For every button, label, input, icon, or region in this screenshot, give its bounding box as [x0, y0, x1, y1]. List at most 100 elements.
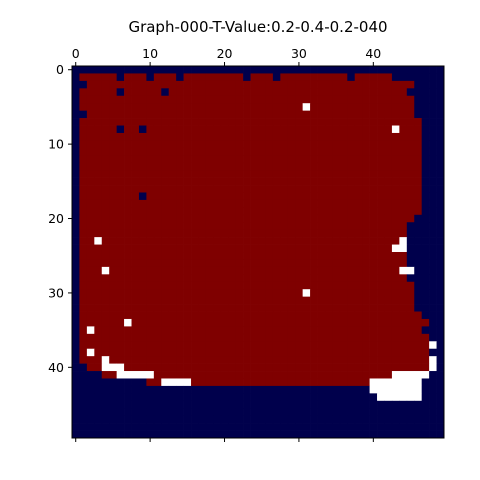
heatmap-cell	[421, 408, 430, 417]
heatmap-cell	[138, 214, 147, 223]
heatmap-cell	[146, 259, 155, 268]
heatmap-cell	[302, 185, 311, 193]
heatmap-cell	[161, 430, 170, 439]
heatmap-cell	[332, 363, 341, 372]
heatmap-cell	[168, 415, 177, 424]
heatmap-cell	[347, 363, 356, 372]
heatmap-cell	[258, 125, 266, 134]
heatmap-cell	[347, 155, 356, 164]
heatmap-cell	[362, 155, 370, 164]
heatmap-cell	[146, 103, 155, 111]
heatmap-cell	[94, 155, 103, 164]
heatmap-cell	[124, 118, 132, 126]
heatmap-cell	[153, 252, 162, 260]
heatmap-cell	[168, 222, 177, 231]
heatmap-cell	[347, 73, 356, 82]
heatmap-cell	[317, 296, 326, 305]
heatmap-cell	[94, 281, 103, 290]
heatmap-cell	[138, 289, 147, 297]
heatmap-cell	[272, 132, 281, 141]
heatmap-cell	[377, 341, 385, 350]
heatmap-cell	[138, 110, 147, 119]
heatmap-cell	[109, 400, 117, 409]
heatmap-cell	[272, 155, 281, 164]
heatmap-cell	[280, 423, 289, 431]
heatmap-cell	[138, 237, 147, 245]
heatmap-cell	[183, 66, 192, 74]
heatmap-cell	[176, 229, 184, 238]
heatmap-cell	[406, 318, 415, 327]
heatmap-cell	[347, 177, 356, 186]
heatmap-cell	[101, 363, 110, 372]
heatmap-cell	[228, 311, 237, 320]
x-tick-label: 30	[291, 46, 307, 61]
heatmap-cell	[302, 237, 311, 245]
heatmap-cell	[317, 199, 326, 208]
heatmap-cell	[243, 296, 251, 305]
heatmap-cell	[287, 88, 296, 97]
heatmap-cell	[101, 237, 110, 245]
heatmap-cell	[399, 259, 408, 268]
heatmap-cell	[369, 318, 378, 327]
heatmap-cell	[354, 80, 363, 89]
heatmap-cell	[146, 73, 155, 82]
heatmap-cell	[131, 341, 140, 350]
heatmap-cell	[228, 73, 237, 82]
heatmap-cell	[138, 162, 147, 171]
heatmap-cell	[399, 296, 408, 305]
heatmap-cell	[369, 207, 378, 216]
heatmap-cell	[421, 400, 430, 409]
heatmap-cell	[205, 229, 214, 238]
heatmap-cell	[153, 348, 162, 357]
heatmap-cell	[295, 162, 303, 171]
heatmap-cell	[235, 341, 244, 350]
heatmap-cell	[362, 199, 370, 208]
heatmap-cell	[235, 207, 244, 216]
heatmap-cell	[153, 222, 162, 231]
heatmap-cell	[138, 125, 147, 134]
heatmap-cell	[250, 259, 259, 268]
heatmap-cell	[391, 170, 400, 178]
heatmap-cell	[86, 192, 95, 201]
heatmap-cell	[109, 304, 117, 312]
heatmap-cell	[354, 281, 363, 290]
heatmap-cell	[258, 281, 266, 290]
heatmap-cell	[421, 88, 430, 97]
heatmap-cell	[94, 423, 103, 431]
heatmap-cell	[429, 222, 437, 231]
heatmap-cell	[421, 222, 430, 231]
heatmap-cell	[220, 177, 229, 186]
heatmap-cell	[436, 132, 445, 141]
heatmap-cell	[131, 356, 140, 364]
heatmap-cell	[124, 222, 132, 231]
heatmap-cell	[421, 103, 430, 111]
heatmap-cell	[310, 430, 318, 439]
heatmap-cell	[124, 80, 132, 89]
heatmap-cell	[354, 125, 363, 134]
heatmap-cell	[384, 177, 393, 186]
heatmap-cell	[421, 385, 430, 394]
heatmap-cell	[86, 214, 95, 223]
heatmap-cell	[94, 88, 103, 97]
heatmap-cell	[131, 199, 140, 208]
heatmap-cell	[205, 400, 214, 409]
heatmap-cell	[391, 274, 400, 283]
heatmap-cell	[72, 185, 80, 193]
heatmap-cell	[228, 304, 237, 312]
heatmap-cell	[72, 132, 80, 141]
heatmap-cell	[362, 356, 370, 364]
heatmap-cell	[339, 274, 348, 283]
heatmap-cell	[198, 333, 207, 342]
heatmap-cell	[332, 66, 341, 74]
heatmap-cell	[191, 333, 199, 342]
heatmap-cell	[94, 95, 103, 104]
heatmap-cell	[324, 80, 333, 89]
heatmap-cell	[131, 423, 140, 431]
heatmap-cell	[258, 266, 266, 275]
heatmap-cell	[191, 393, 199, 402]
heatmap-cell	[362, 170, 370, 178]
heatmap-cell	[235, 125, 244, 134]
heatmap-cell	[250, 244, 259, 253]
heatmap-cell	[198, 80, 207, 89]
heatmap-cell	[183, 363, 192, 372]
